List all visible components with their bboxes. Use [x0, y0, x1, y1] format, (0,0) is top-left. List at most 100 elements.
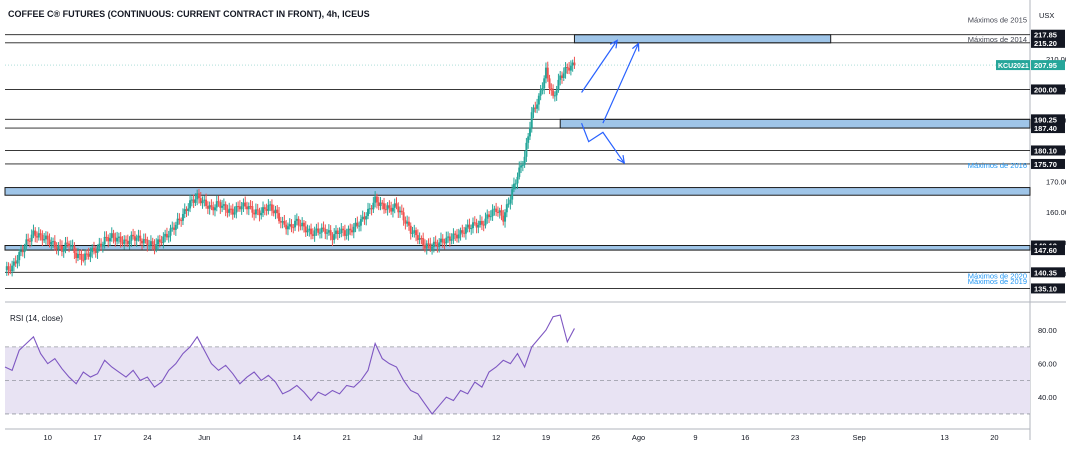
candle-body	[489, 216, 492, 218]
candle-body	[258, 210, 261, 216]
candle-body	[315, 228, 318, 231]
candle-body	[30, 234, 33, 242]
candle-body	[149, 241, 152, 246]
level-tag	[1031, 29, 1065, 40]
candle-body	[132, 234, 135, 237]
candle-body	[7, 266, 10, 270]
candle-body	[511, 189, 514, 200]
candle-body	[69, 245, 72, 247]
level-tag-label: 215.20	[1034, 39, 1057, 48]
candle-body	[311, 234, 314, 236]
candle-body	[52, 241, 55, 243]
candle-body	[146, 239, 149, 246]
time-axis-tick: 14	[293, 433, 301, 442]
candle-body	[534, 107, 537, 109]
candle-body	[310, 228, 313, 235]
candle-body	[486, 214, 489, 219]
level-annotation: Máximos de 2019	[968, 277, 1027, 286]
candle-body	[297, 218, 300, 226]
candle-body	[461, 230, 464, 233]
candle-body	[89, 252, 92, 257]
candle-body	[73, 245, 76, 254]
candle-body	[123, 239, 126, 244]
candle-body	[562, 73, 565, 78]
candle-body	[342, 228, 345, 231]
level-tag-label: 190.25	[1034, 115, 1057, 124]
candle-body	[393, 203, 396, 208]
candle-body	[470, 228, 473, 230]
candle-body	[76, 253, 79, 259]
level-tag-label: 175.70	[1034, 160, 1057, 169]
candle-body	[537, 95, 540, 105]
level-tag	[1031, 114, 1065, 125]
symbol-tag	[996, 60, 1030, 71]
candle-body	[343, 230, 346, 236]
candle-body	[395, 203, 398, 207]
candle-body	[413, 230, 416, 233]
candle-body	[571, 62, 574, 66]
candle-body	[185, 209, 188, 211]
level-tag	[1031, 37, 1065, 48]
candle-body	[116, 237, 119, 242]
candle-body	[573, 62, 576, 65]
candle-body	[187, 208, 190, 211]
candle-body	[528, 127, 531, 137]
candle-body	[176, 218, 179, 225]
candle-body	[331, 235, 334, 240]
candle-body	[539, 90, 542, 96]
level-annotation: Máximos de 2014	[968, 35, 1027, 44]
candle-body	[39, 233, 42, 235]
candle-body	[349, 228, 352, 231]
candle-body	[226, 210, 229, 213]
candle-body	[379, 202, 382, 206]
candle-body	[60, 245, 63, 252]
candle-body	[75, 253, 78, 259]
candle-body	[178, 218, 181, 221]
candle-body	[352, 226, 355, 233]
candle-body	[157, 239, 160, 245]
candle-body	[480, 220, 483, 225]
candle-body	[235, 206, 238, 213]
candle-body	[263, 207, 266, 210]
candle-body	[148, 245, 151, 247]
level-tag	[1031, 145, 1065, 156]
candle-body	[288, 224, 291, 227]
candle-body	[322, 227, 325, 230]
candle-body	[242, 202, 245, 207]
currency-label: USX	[1039, 11, 1054, 20]
candle-body	[192, 199, 195, 203]
level-tag	[1031, 245, 1065, 256]
candle-body	[434, 241, 437, 244]
candle-body	[569, 65, 572, 71]
candle-body	[384, 209, 387, 211]
time-axis-tick: 26	[592, 433, 600, 442]
level-tag-label: 147.60	[1034, 246, 1057, 255]
last-price-tag-label: 207.95	[1034, 61, 1057, 70]
time-axis-tick: Sep	[852, 433, 865, 442]
level-tag-label: 200.00	[1034, 85, 1057, 94]
candle-body	[164, 233, 167, 237]
candle-body	[482, 224, 485, 226]
candle-body	[292, 227, 295, 229]
candle-body	[100, 243, 103, 247]
candle-body	[294, 220, 297, 228]
candle-body	[181, 213, 184, 221]
candle-body	[495, 208, 498, 213]
candle-body	[472, 222, 475, 229]
price-axis-tick: 160.00	[1046, 208, 1066, 217]
candle-body	[270, 204, 273, 211]
candle-body	[142, 239, 145, 244]
time-axis-tick: 23	[791, 433, 799, 442]
candle-body	[169, 228, 172, 236]
candle-body	[173, 227, 176, 230]
candle-body	[406, 221, 409, 224]
candle-body	[155, 244, 158, 250]
candle-body	[240, 206, 243, 210]
candle-body	[229, 208, 232, 210]
candle-body	[285, 224, 288, 230]
candle-body	[358, 225, 361, 227]
candle-body	[9, 269, 12, 272]
candle-body	[388, 205, 391, 208]
candle-body	[418, 238, 421, 240]
